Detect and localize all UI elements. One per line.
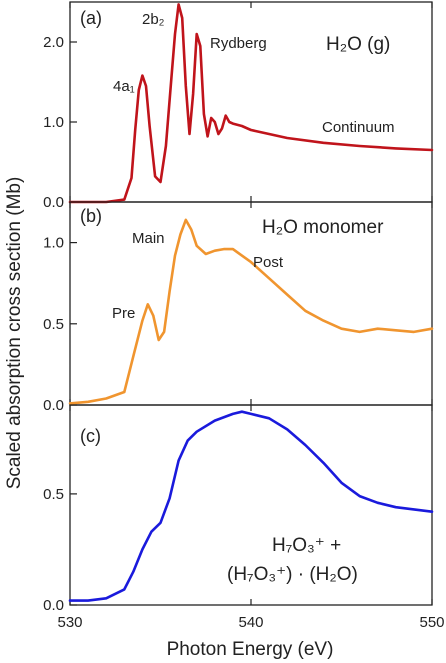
x-tick-label: 550 bbox=[419, 614, 444, 631]
panel-c-ytick-label: 0.5 bbox=[43, 486, 64, 503]
panel-c-species-line1: H₇O₃⁺ + bbox=[272, 535, 341, 556]
panel-a-peak1-label: 4a₁ bbox=[113, 78, 135, 95]
panel-c-ytick-label: 0.0 bbox=[43, 597, 64, 614]
panel-a-ytick-label: 1.0 bbox=[43, 114, 64, 131]
panel-b-label: (b) bbox=[80, 206, 102, 226]
panel-a-ytick-label: 2.0 bbox=[43, 34, 64, 51]
panels-layer: 0.0 1.0 2.0 0.0 0.5 1.0 0.0 0.5 530 540 550 bbox=[43, 1, 445, 631]
panel-a-peak2-label: 2b₂ bbox=[142, 11, 165, 28]
panel-b-species-label: H₂O monomer bbox=[262, 217, 384, 238]
panel-b-pre-label: Pre bbox=[112, 305, 135, 322]
x-axis-title: Photon Energy (eV) bbox=[167, 639, 334, 660]
panel-a-species-label: H₂O (g) bbox=[326, 34, 390, 55]
panel-a-continuum-label: Continuum bbox=[322, 119, 395, 136]
panel-b-post-label: Post bbox=[253, 254, 284, 271]
panel-a-label: (a) bbox=[80, 8, 102, 28]
panel-c-species-line2: (H₇O₃⁺) · (H₂O) bbox=[227, 564, 358, 585]
panel-a-series-line bbox=[68, 3, 434, 204]
panel-b-series-line bbox=[68, 218, 434, 405]
x-tick-label: 540 bbox=[238, 614, 263, 631]
y-axis-title: Scaled absorption cross section (Mb) bbox=[4, 177, 25, 490]
panel-a-rydberg-label: Rydberg bbox=[210, 35, 267, 52]
panel-b-ytick-label: 1.0 bbox=[43, 235, 64, 252]
panel-b-ytick-label: 0.5 bbox=[43, 316, 64, 333]
panel-c-series-line bbox=[68, 410, 434, 602]
panel-a-ytick-label: 0.0 bbox=[43, 194, 64, 211]
x-tick-label: 530 bbox=[57, 614, 82, 631]
panel-b-ytick-label: 0.0 bbox=[43, 397, 64, 414]
panel-b-main-label: Main bbox=[132, 230, 165, 247]
panel-c-label: (c) bbox=[80, 426, 101, 446]
panel-a-frame bbox=[69, 1, 433, 203]
